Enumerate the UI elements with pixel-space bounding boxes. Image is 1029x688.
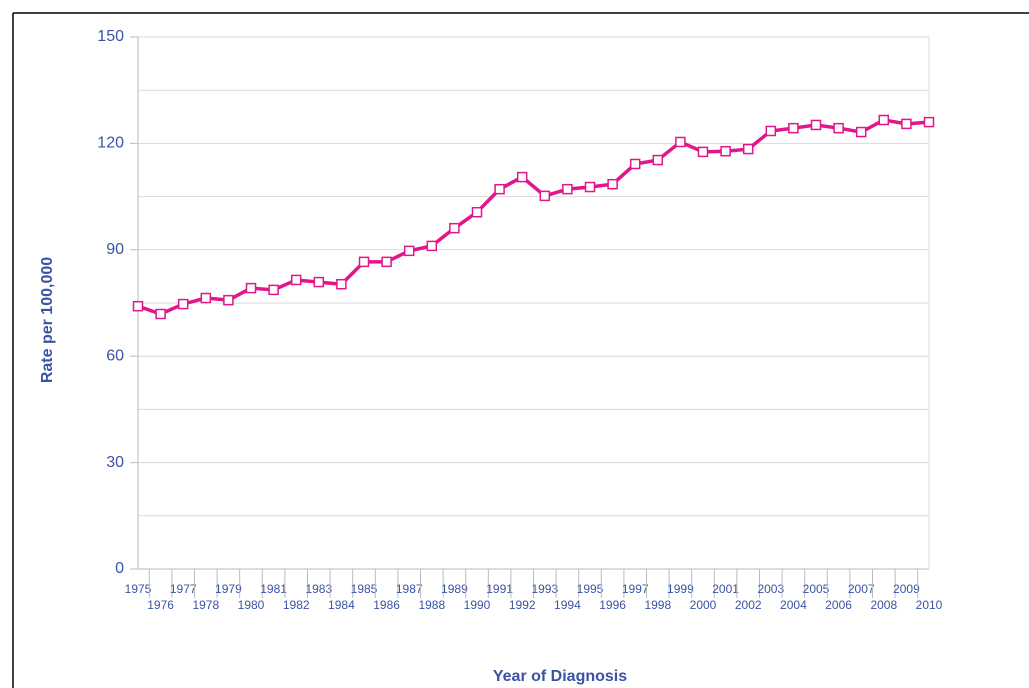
x-tick-label: 1978 — [192, 598, 219, 612]
point-marker — [177, 298, 189, 310]
point-marker — [810, 119, 822, 131]
point-marker — [245, 282, 257, 294]
x-axis-label: Year of Diagnosis — [493, 668, 627, 685]
x-tick-label: 1992 — [509, 598, 536, 612]
x-tick-label: 1976 — [147, 598, 174, 612]
x-tick-label: 1975 — [125, 582, 152, 596]
x-tick-label: 2001 — [712, 582, 739, 596]
x-tick-label: 2009 — [893, 582, 920, 596]
x-tick-label: 1990 — [464, 598, 491, 612]
point-marker — [539, 190, 551, 202]
x-tick-label: 1977 — [170, 582, 197, 596]
x-tick-label: 1988 — [418, 598, 445, 612]
x-tick-label: 1981 — [260, 582, 287, 596]
point-marker — [788, 122, 799, 134]
point-marker — [855, 126, 867, 138]
y-tick-label: 60 — [106, 347, 124, 364]
point-marker — [268, 284, 279, 296]
point-marker — [878, 114, 890, 126]
point-marker — [381, 256, 392, 268]
x-tick-label: 1987 — [396, 582, 423, 596]
x-tick-label: 1979 — [215, 582, 242, 596]
point-marker — [584, 181, 596, 193]
point-marker — [607, 178, 618, 190]
point-marker — [155, 308, 166, 320]
point-marker — [403, 245, 415, 257]
point-marker — [449, 222, 460, 234]
point-marker — [494, 183, 505, 195]
y-tick-label: 120 — [97, 135, 124, 152]
point-marker — [223, 294, 234, 306]
point-marker — [471, 206, 483, 218]
x-tick-label: 2004 — [780, 598, 807, 612]
series-line — [137, 118, 930, 316]
y-tick-label: 90 — [106, 241, 124, 258]
point-marker — [313, 276, 325, 288]
x-tick-label: 1999 — [667, 582, 694, 596]
x-tick-label: 2008 — [870, 598, 897, 612]
x-tick-label: 1982 — [283, 598, 310, 612]
x-tick-label: 1985 — [351, 582, 378, 596]
x-tick-label: 1980 — [238, 598, 265, 612]
point-marker — [562, 183, 573, 195]
x-tick-label: 2002 — [735, 598, 762, 612]
x-tick-label: 1995 — [577, 582, 604, 596]
x-tick-label: 1983 — [305, 582, 332, 596]
y-axis-label: Rate per 100,000 — [39, 257, 56, 383]
point-marker — [426, 240, 438, 252]
point-marker — [833, 122, 844, 134]
point-marker — [132, 300, 144, 312]
x-tick-label: 1991 — [486, 582, 513, 596]
x-tick-label: 1984 — [328, 598, 355, 612]
x-tick-label: 1989 — [441, 582, 468, 596]
point-marker — [629, 158, 641, 170]
y-tick-label: 150 — [97, 28, 124, 45]
point-marker — [901, 118, 912, 130]
point-marker — [720, 145, 731, 157]
point-marker — [290, 274, 302, 286]
point-marker — [923, 116, 935, 128]
x-tick-label: 1986 — [373, 598, 400, 612]
x-tick-label: 2007 — [848, 582, 875, 596]
y-tick-label: 30 — [106, 454, 124, 471]
x-tick-label: 1997 — [622, 582, 649, 596]
x-tick-label: 2006 — [825, 598, 852, 612]
x-tick-label: 1996 — [599, 598, 626, 612]
x-tick-label: 1998 — [644, 598, 671, 612]
x-tick-label: 1994 — [554, 598, 581, 612]
point-marker — [675, 136, 686, 148]
point-marker — [358, 256, 370, 268]
point-marker — [336, 278, 347, 290]
point-marker — [516, 171, 528, 183]
point-marker — [765, 125, 777, 137]
point-marker — [742, 143, 754, 155]
x-tick-label: 2003 — [757, 582, 784, 596]
x-tick-label: 1993 — [531, 582, 558, 596]
x-tick-label: 2005 — [803, 582, 830, 596]
y-tick-label: 0 — [115, 560, 124, 577]
point-marker — [652, 154, 664, 166]
point-marker — [200, 292, 212, 304]
x-tick-label: 2000 — [690, 598, 717, 612]
x-tick-label: 2010 — [916, 598, 943, 612]
point-marker — [697, 146, 709, 158]
